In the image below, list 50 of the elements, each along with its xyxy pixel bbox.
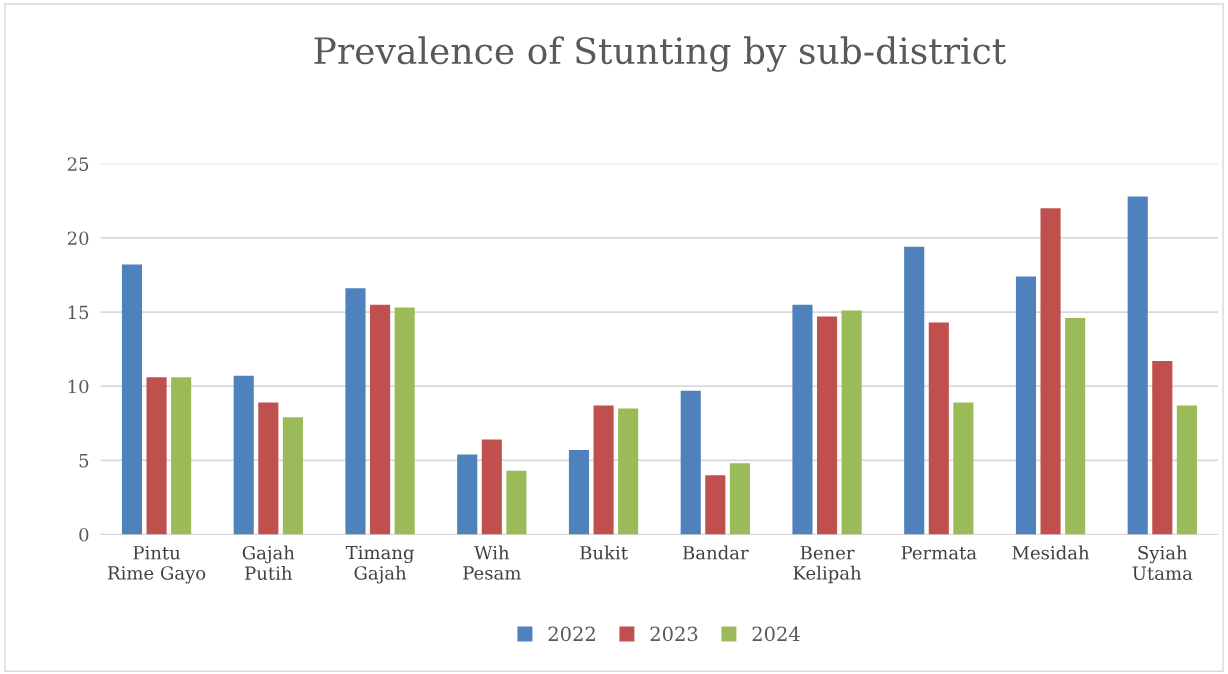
y-tick-label: 15 (68, 305, 89, 320)
bar (481, 439, 502, 535)
x-tick-label: Pintu Rime Gayo (107, 546, 206, 584)
bar (1176, 405, 1197, 535)
bar (146, 377, 167, 535)
x-tick-label: Wih Pesam (463, 545, 521, 580)
bar (705, 475, 726, 535)
y-tick-label: 0 (79, 527, 89, 542)
bar (841, 310, 862, 535)
bar (618, 408, 639, 535)
bar (233, 375, 254, 535)
y-tick-label: 25 (67, 157, 89, 171)
bar (457, 454, 478, 535)
legend-label: 2024 (752, 626, 800, 642)
x-tick-label: Bukit (580, 545, 628, 560)
bar (1015, 276, 1037, 535)
bar (506, 470, 527, 535)
bar (1152, 360, 1173, 535)
legend-label: 2022 (548, 626, 595, 642)
bar (792, 304, 813, 535)
bar (345, 288, 366, 535)
bar (817, 316, 838, 535)
x-tick-label: Bener Kelipah (793, 546, 862, 584)
bar (282, 417, 303, 535)
y-tick-label: 5 (79, 454, 89, 468)
bar (1040, 208, 1061, 535)
bar (1065, 317, 1086, 535)
bar (680, 390, 701, 535)
y-tick-label: 10 (68, 379, 89, 394)
x-tick-label: Bandar (683, 545, 749, 560)
x-tick-label: Syiah Utama (1132, 545, 1193, 581)
x-tick-label: Gajah Putih (242, 545, 295, 581)
bar (121, 264, 143, 535)
bar (593, 405, 614, 535)
bar (258, 402, 279, 535)
x-tick-label: Timang Gajah (345, 545, 414, 584)
chart-title: Prevalence of Stunting by sub-district (314, 36, 1007, 72)
bar (729, 463, 750, 535)
bar (370, 304, 391, 535)
bar (928, 322, 949, 535)
y-tick-label: 20 (67, 231, 89, 246)
legend-label: 2023 (650, 626, 698, 642)
bar (394, 307, 415, 535)
bar (953, 402, 974, 535)
bar (171, 377, 192, 535)
x-tick-label: Permata (901, 546, 977, 560)
bar (904, 246, 925, 535)
x-tick-label: Mesidah (1012, 545, 1090, 560)
bar (568, 449, 590, 535)
bar (1127, 196, 1148, 535)
